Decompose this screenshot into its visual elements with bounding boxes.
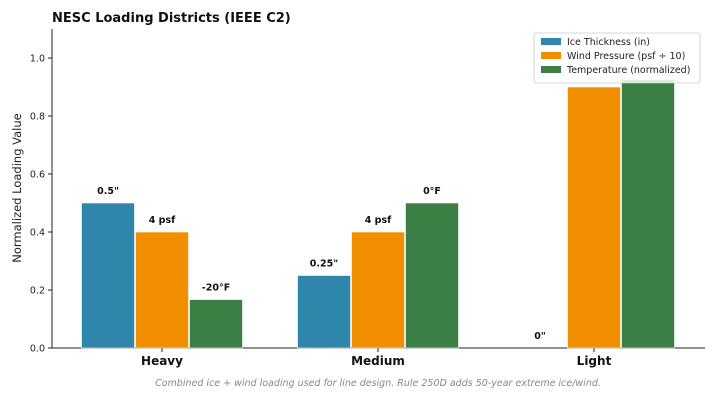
legend-label: Ice Thickness (in)	[567, 37, 650, 48]
y-tick-label: 0.8	[30, 112, 45, 123]
chart-title: NESC Loading Districts (IEEE C2)	[52, 11, 291, 26]
data-label: 0°F	[423, 186, 441, 197]
y-tick-label: 1.0	[30, 54, 45, 65]
y-tick-label: 0.0	[30, 344, 45, 355]
x-tick-label: Heavy	[141, 354, 183, 368]
bar	[567, 86, 621, 349]
legend-swatch	[541, 38, 561, 45]
data-label: 4 psf	[365, 215, 392, 226]
bar	[351, 231, 405, 349]
data-label: 4 psf	[149, 215, 176, 226]
y-axis-title: Normalized Loading Value	[10, 113, 24, 262]
bar	[135, 231, 189, 349]
x-tick-label: Light	[577, 354, 612, 368]
bar	[189, 299, 243, 349]
y-tick-label: 0.2	[30, 286, 45, 297]
data-label: 0.5"	[97, 186, 119, 197]
legend: Ice Thickness (in) Wind Pressure (psf ÷ 1…	[533, 32, 701, 84]
data-label: 0.25"	[310, 259, 338, 270]
x-tick-label: Medium	[351, 354, 405, 368]
data-label: 0"	[534, 331, 546, 342]
bar	[621, 79, 675, 349]
legend-label: Temperature (normalized)	[566, 65, 690, 76]
data-labels: 0.5" 4 psf -20°F 0.25" 4 psf 0°F 0"	[97, 186, 546, 342]
legend-box	[533, 32, 701, 84]
legend-swatch	[541, 52, 561, 59]
legend-label: Wind Pressure (psf ÷ 10)	[567, 51, 685, 62]
y-tick-label: 0.4	[30, 228, 45, 239]
chart-caption: Combined ice + wind loading used for lin…	[155, 378, 601, 389]
bars	[81, 79, 675, 349]
data-label: -20°F	[202, 283, 230, 294]
bar	[81, 202, 135, 349]
bar	[405, 202, 459, 349]
legend-swatch	[541, 66, 561, 73]
y-tick-label: 0.6	[30, 170, 45, 181]
bar	[297, 275, 351, 349]
